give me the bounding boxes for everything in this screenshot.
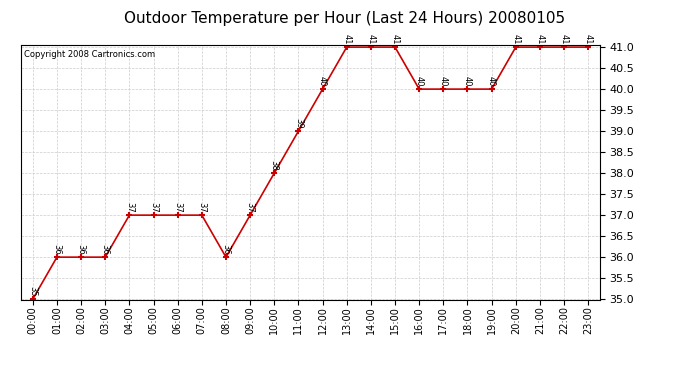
- Text: 37: 37: [246, 202, 255, 212]
- Text: 41: 41: [342, 34, 351, 44]
- Text: 41: 41: [584, 34, 593, 44]
- Text: 40: 40: [463, 76, 472, 86]
- Text: 41: 41: [366, 34, 375, 44]
- Text: 37: 37: [149, 202, 158, 212]
- Text: 37: 37: [173, 202, 182, 212]
- Text: 40: 40: [415, 76, 424, 86]
- Text: 36: 36: [101, 244, 110, 254]
- Text: 36: 36: [77, 244, 86, 254]
- Text: 40: 40: [487, 76, 496, 86]
- Text: 40: 40: [439, 76, 448, 86]
- Text: 41: 41: [511, 34, 520, 44]
- Text: 41: 41: [391, 34, 400, 44]
- Text: 37: 37: [197, 202, 206, 212]
- Text: Outdoor Temperature per Hour (Last 24 Hours) 20080105: Outdoor Temperature per Hour (Last 24 Ho…: [124, 11, 566, 26]
- Text: 36: 36: [221, 244, 230, 254]
- Text: 39: 39: [294, 118, 303, 128]
- Text: 38: 38: [270, 160, 279, 170]
- Text: 35: 35: [28, 286, 37, 296]
- Text: 40: 40: [318, 76, 327, 86]
- Text: Copyright 2008 Cartronics.com: Copyright 2008 Cartronics.com: [23, 50, 155, 59]
- Text: 37: 37: [125, 202, 134, 212]
- Text: 41: 41: [560, 34, 569, 44]
- Text: 36: 36: [52, 244, 61, 254]
- Text: 41: 41: [535, 34, 544, 44]
